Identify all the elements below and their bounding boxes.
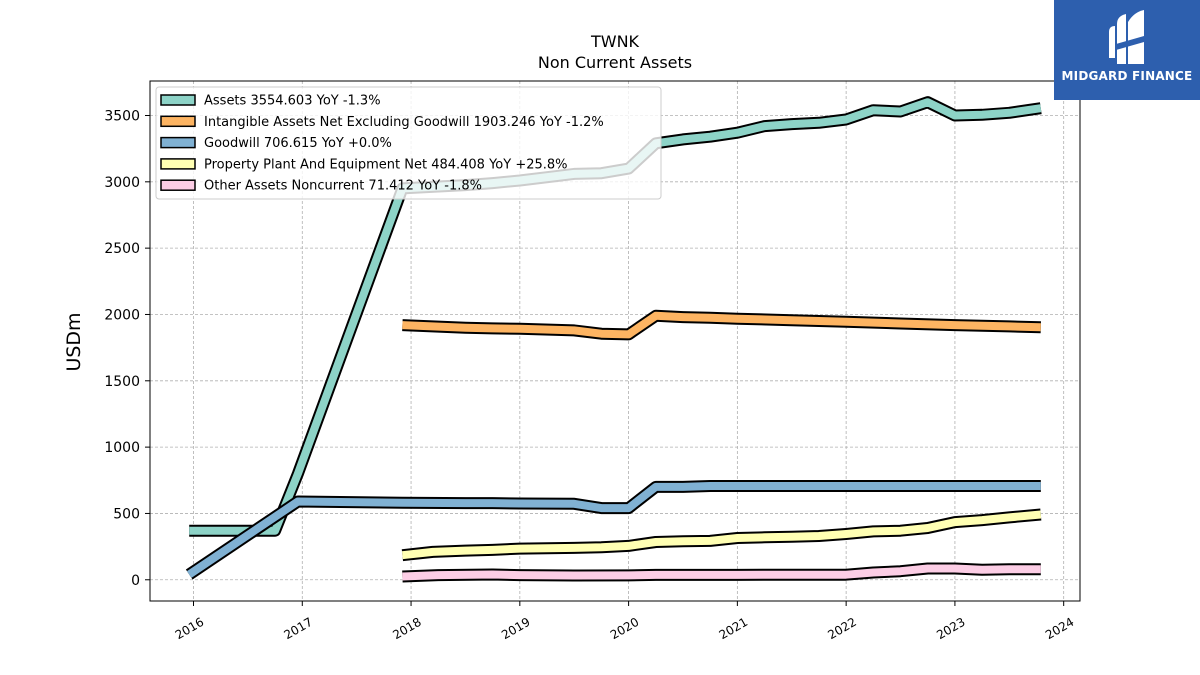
x-tick-label: 2017: [282, 615, 315, 642]
x-tick-label: 2021: [717, 615, 750, 642]
plot-frame: [149, 80, 1081, 602]
x-tick-label: 2020: [608, 615, 641, 642]
midgard-logo-icon: [1109, 10, 1144, 64]
y-tick-label: 0: [131, 573, 140, 589]
series-2-line: [186, 482, 1041, 578]
y-axis-label: USDm: [63, 312, 85, 371]
series-1-line: [402, 311, 1041, 339]
chart-title: TWNK: [590, 32, 640, 51]
y-tick-label: 3500: [104, 108, 140, 124]
legend-swatch: [160, 115, 196, 128]
legend-label: Goodwill 706.615 YoY +0.0%: [204, 136, 392, 151]
x-tick-label: 2023: [934, 615, 967, 642]
legend-label: Intangible Assets Net Excluding Goodwill…: [204, 115, 604, 130]
chart-subtitle: Non Current Assets: [538, 53, 692, 72]
series-3-line: [401, 510, 1042, 560]
x-tick-label: 2022: [825, 615, 858, 642]
x-tick-label: 2024: [1043, 615, 1076, 642]
logo-text: MIDGARD FINANCE: [1061, 69, 1193, 83]
legend-label: Property Plant And Equipment Net 484.408…: [204, 157, 568, 172]
y-tick-label: 2000: [104, 307, 140, 323]
legend: Assets 3554.603 YoY -1.3% Intangible Asse…: [155, 86, 662, 200]
legend-swatch: [160, 94, 196, 106]
y-tick-label: 2500: [104, 241, 140, 257]
series-4-line: [402, 564, 1041, 581]
midgard-finance-logo: MIDGARD FINANCE: [1054, 0, 1200, 100]
y-tick-label: 1000: [104, 440, 140, 456]
legend-swatch: [160, 158, 196, 170]
legend-swatch: [160, 179, 196, 191]
x-tick-label: 2019: [499, 615, 532, 642]
legend-label: Other Assets Noncurrent 71.412 YoY -1.8%: [204, 179, 482, 194]
x-tick-label: 2016: [173, 615, 206, 642]
series-lines: [185, 96, 1042, 583]
legend-label: Assets 3554.603 YoY -1.3%: [204, 94, 381, 109]
x-tick-label: 2018: [390, 615, 423, 642]
y-tick-label: 1500: [104, 374, 140, 390]
y-tick-label: 500: [113, 506, 140, 522]
legend-swatch: [160, 136, 196, 149]
legend-box: [155, 86, 662, 200]
y-tick-label: 3000: [104, 175, 140, 191]
